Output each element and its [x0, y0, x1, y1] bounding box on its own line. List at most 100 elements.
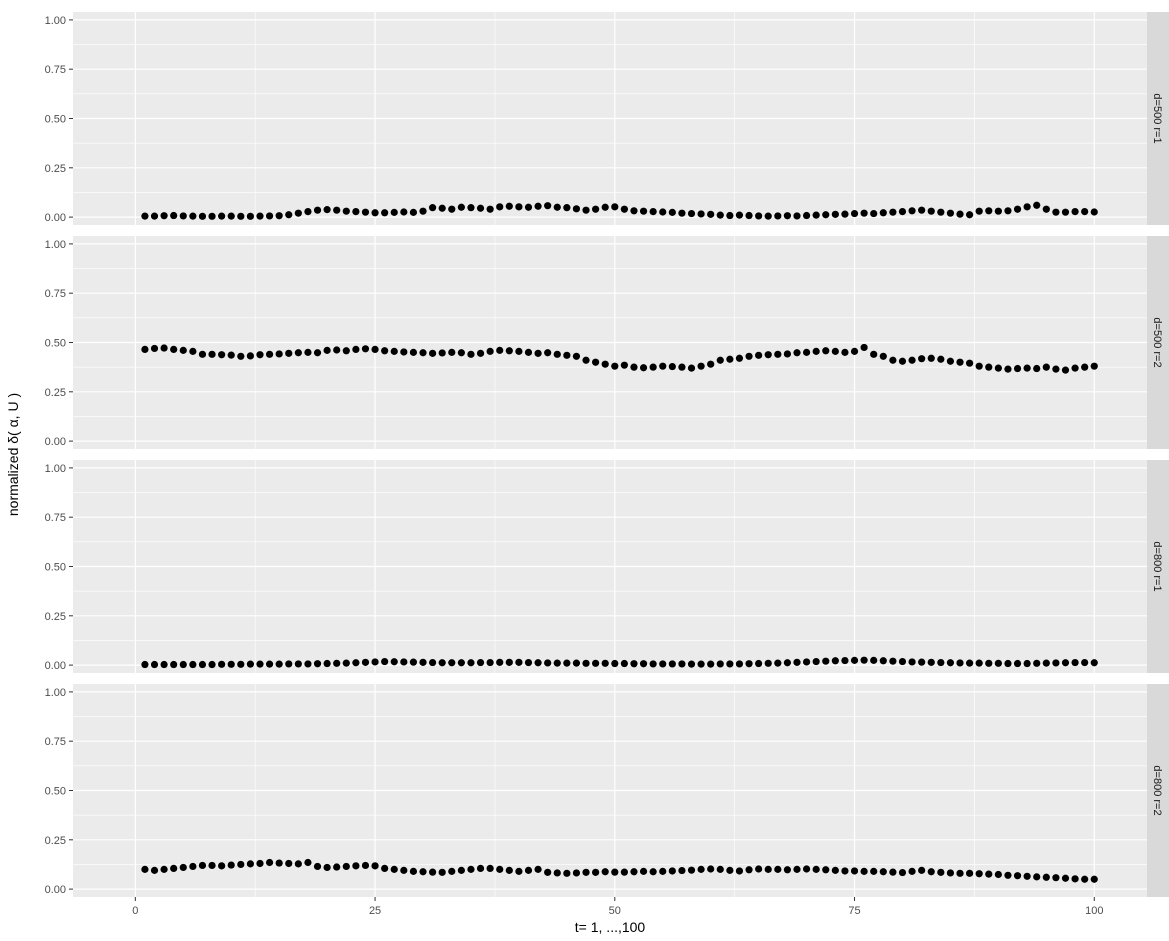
data-point [687, 660, 696, 668]
data-point [620, 205, 628, 213]
data-point [409, 208, 418, 216]
data-point [1004, 659, 1012, 668]
data-point [141, 212, 149, 220]
data-point [457, 349, 465, 357]
data-point [227, 212, 235, 220]
y-tick-label: 0.50 [45, 114, 66, 126]
data-point [544, 349, 552, 357]
data-point [342, 862, 350, 871]
data-point [486, 347, 494, 355]
data-point [265, 858, 274, 867]
data-point [1004, 207, 1012, 215]
data-point [496, 865, 504, 873]
data-point [313, 862, 322, 871]
data-point [361, 345, 370, 353]
data-point [1081, 363, 1089, 371]
data-point [265, 212, 274, 220]
data-point [774, 659, 782, 667]
data-point [726, 355, 734, 363]
data-point [448, 867, 456, 875]
y-tick-label: 0.25 [45, 835, 66, 847]
data-point [160, 212, 168, 220]
data-point [553, 869, 561, 877]
y-tick-label: 0.75 [45, 736, 66, 748]
data-point [745, 211, 753, 220]
data-point [1071, 658, 1079, 667]
data-point [985, 363, 993, 371]
data-point [659, 660, 667, 668]
data-point [275, 859, 283, 867]
data-point [918, 206, 926, 214]
data-point [898, 868, 907, 877]
data-point [793, 865, 801, 873]
facet-panel-4: 0.00 0.25 0.50 0.75 1.00 d=800 r=2 [45, 684, 1169, 897]
data-point [237, 352, 245, 360]
data-point [601, 203, 609, 211]
data-point [467, 659, 475, 667]
data-point [630, 363, 638, 371]
data-point [237, 660, 245, 668]
data-point [428, 349, 437, 357]
data-point [438, 868, 446, 876]
data-point [486, 205, 494, 213]
data-point [956, 659, 964, 667]
data-point [764, 659, 772, 667]
data-point [467, 350, 475, 358]
data-point [553, 203, 561, 211]
data-point [601, 360, 609, 368]
data-point [170, 211, 178, 220]
data-point [1033, 364, 1041, 373]
data-point [793, 212, 801, 220]
x-axis-title: t= 1, ...,100 [575, 919, 646, 935]
data-point [879, 868, 887, 876]
data-point [524, 203, 533, 211]
data-point [937, 868, 945, 876]
data-point [448, 348, 456, 356]
data-point [716, 660, 724, 668]
data-point [994, 659, 1002, 667]
data-point [246, 212, 255, 220]
data-point [716, 865, 724, 873]
data-point [620, 868, 628, 876]
y-tick-label: 0.50 [45, 786, 66, 798]
data-point [687, 364, 696, 372]
data-point [160, 660, 168, 669]
data-point [678, 209, 686, 217]
data-point [428, 204, 437, 212]
data-point [639, 364, 648, 372]
data-point [198, 212, 207, 220]
data-point [774, 212, 782, 220]
data-point [486, 864, 494, 873]
data-point [1061, 208, 1070, 216]
data-point [534, 865, 542, 873]
data-point [1081, 658, 1089, 667]
data-point [716, 211, 724, 219]
data-point [160, 344, 168, 352]
data-point [1052, 365, 1060, 373]
data-point [208, 861, 216, 870]
data-point [304, 858, 312, 867]
data-point [1081, 207, 1089, 216]
data-point [265, 660, 274, 668]
y-tick-label: 0.75 [45, 64, 66, 76]
data-point [515, 867, 523, 875]
data-point [592, 659, 600, 667]
data-point [409, 867, 418, 875]
data-point [630, 868, 638, 876]
data-point [841, 867, 849, 875]
data-point [179, 660, 187, 669]
data-point [294, 860, 302, 868]
facet-strip-label: d=800 r=1 [1151, 541, 1163, 591]
data-point [381, 657, 389, 666]
y-tick-label: 0.00 [45, 212, 66, 224]
data-point [735, 211, 744, 219]
data-point [208, 350, 216, 358]
data-point [534, 349, 542, 357]
data-point [572, 659, 581, 667]
data-point [265, 350, 274, 358]
data-point [553, 659, 561, 667]
data-point [793, 658, 801, 666]
data-point [908, 207, 916, 215]
data-point [409, 658, 418, 666]
data-point [428, 868, 437, 876]
